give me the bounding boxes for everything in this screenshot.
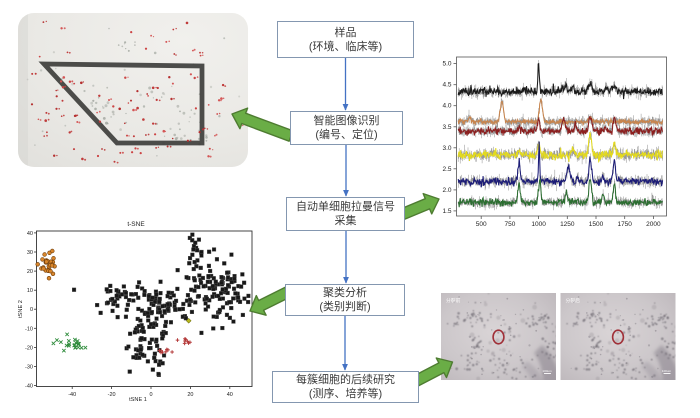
svg-text:-40: -40 [68,392,76,398]
svg-text:0: 0 [30,307,33,313]
svg-text:750: 750 [504,221,515,228]
svg-text:tSNE 1: tSNE 1 [129,397,147,403]
svg-text:1.5: 1.5 [442,208,451,215]
svg-text:3.0: 3.0 [442,145,451,152]
svg-text:0: 0 [149,392,152,398]
svg-text:40: 40 [27,231,33,237]
svg-text:1000: 1000 [531,221,546,228]
svg-text:30: 30 [27,250,33,256]
svg-text:3.5: 3.5 [442,124,451,131]
svg-text:40: 40 [227,392,233,398]
svg-text:4.5: 4.5 [442,82,451,89]
svg-text:-20: -20 [25,345,33,351]
svg-text:分裂前: 分裂前 [446,297,461,304]
svg-text:-20: -20 [108,392,116,398]
svg-text:分裂后: 分裂后 [566,297,581,304]
svg-text:20: 20 [187,392,193,398]
svg-text:100um: 100um [542,369,552,373]
svg-text:-30: -30 [25,365,33,371]
svg-text:2.5: 2.5 [442,166,451,173]
svg-text:t-SNE: t-SNE [127,221,145,228]
svg-text:100um: 100um [662,369,672,373]
svg-text:-10: -10 [25,326,33,332]
svg-text:10: 10 [27,288,33,294]
svg-text:500: 500 [476,221,487,228]
svg-text:20: 20 [27,269,33,275]
svg-text:1750: 1750 [617,221,632,228]
svg-text:-40: -40 [25,384,33,390]
svg-text:2000: 2000 [646,221,661,228]
svg-text:5.0: 5.0 [442,61,451,68]
svg-text:tSNE 2: tSNE 2 [18,300,24,318]
svg-text:2.0: 2.0 [442,187,451,194]
svg-text:4.0: 4.0 [442,103,451,110]
svg-text:1250: 1250 [560,221,575,228]
svg-text:1500: 1500 [589,221,604,228]
